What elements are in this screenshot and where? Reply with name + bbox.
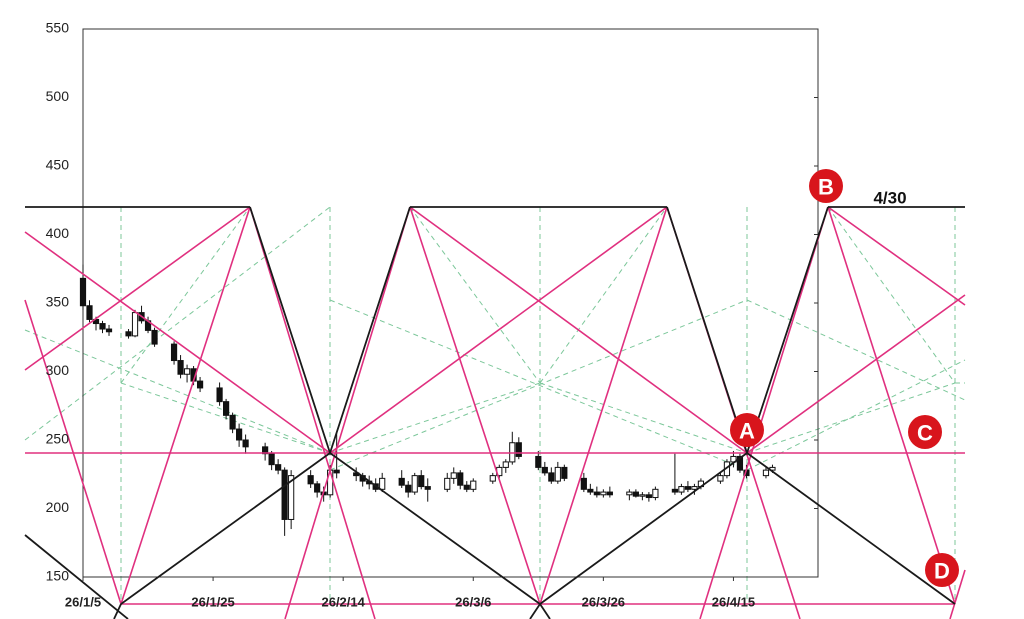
marker-badge — [809, 169, 843, 203]
candle-body — [626, 491, 633, 496]
candle-body — [229, 414, 236, 430]
y-tick-label: 450 — [46, 157, 70, 173]
candle-body — [515, 442, 522, 457]
candle-body — [424, 486, 431, 490]
candle-body — [379, 477, 386, 490]
candle-body — [561, 466, 568, 479]
candle-body — [418, 475, 425, 488]
candle-body — [125, 331, 132, 337]
candle-body — [314, 483, 321, 493]
candle-body — [281, 469, 288, 520]
candle-body — [196, 380, 204, 389]
candle-body — [268, 453, 275, 466]
candle-body — [411, 475, 418, 493]
x-tick-label: 26/2/14 — [321, 594, 365, 609]
candles — [79, 264, 776, 536]
marker-badge — [925, 553, 959, 587]
candle-body — [717, 475, 724, 482]
candle-body — [639, 494, 646, 497]
guide-lines — [24, 206, 966, 604]
candle-body — [288, 475, 295, 520]
marker-label: A — [739, 419, 755, 444]
candle-body — [736, 455, 744, 471]
candle-body — [554, 466, 561, 482]
y-tick-label: 350 — [46, 294, 70, 310]
candle-body — [489, 475, 496, 482]
candle-body — [398, 477, 405, 486]
candle-body — [275, 464, 282, 471]
candle-body — [606, 491, 613, 496]
candle-body — [632, 491, 639, 497]
overlay-lines — [24, 206, 966, 619]
candle-body — [580, 477, 587, 490]
candle-body — [548, 472, 555, 482]
y-tick-label: 550 — [46, 20, 70, 36]
candle-body — [691, 486, 698, 490]
x-tick-label: 26/4/15 — [712, 594, 755, 609]
candle-body — [600, 491, 607, 496]
candle-body — [470, 480, 477, 490]
marker-label: C — [917, 421, 933, 446]
y-tick-label: 200 — [46, 499, 70, 515]
x-tick-label: 26/3/26 — [582, 594, 625, 609]
candle-body — [99, 323, 106, 330]
marker-badge — [730, 413, 764, 447]
candle-body — [645, 494, 652, 499]
candle-body — [671, 488, 679, 493]
candle-body — [151, 329, 158, 345]
candle-body — [216, 387, 223, 403]
candle-body — [131, 312, 139, 337]
y-tick-label: 150 — [46, 568, 70, 584]
axes: 150 200 250 300 350 400 450 500 550 26/1/5 26/1/25… — [46, 20, 818, 609]
candle-body — [105, 328, 113, 333]
candle-body — [463, 484, 470, 490]
candle-body — [652, 488, 659, 499]
annotations: A B C D 4/30 — [730, 169, 959, 587]
x-tick-label: 26/3/6 — [455, 594, 491, 609]
y-tick-label: 400 — [46, 225, 70, 241]
marker-label: B — [818, 175, 834, 200]
candle-body — [587, 488, 594, 493]
candle-body — [183, 368, 191, 375]
candle-body — [541, 466, 548, 474]
candle-body — [502, 461, 509, 468]
candle-body — [333, 469, 340, 474]
candle-body — [307, 475, 314, 485]
candle-body — [405, 484, 412, 493]
y-tick-label: 500 — [46, 88, 70, 104]
marker-badge — [908, 415, 942, 449]
candle-body — [450, 472, 457, 479]
x-tick-label: 26/1/25 — [191, 594, 234, 609]
candle-body — [535, 455, 542, 468]
candle-body — [177, 360, 184, 375]
x-tick-label: 26/1/5 — [65, 594, 101, 609]
candle-body — [242, 439, 249, 448]
y-tick-label: 250 — [46, 431, 70, 447]
candle-body — [678, 486, 685, 493]
y-tick-label: 300 — [46, 362, 70, 378]
candle-body — [444, 477, 451, 490]
candle-body — [79, 277, 87, 307]
candle-body — [236, 428, 243, 441]
candle-body — [457, 472, 464, 486]
marker-label: D — [934, 559, 950, 584]
plot-frame — [82, 28, 819, 578]
candle-body — [593, 491, 600, 496]
candle-body — [222, 401, 230, 416]
candle-body — [762, 469, 770, 477]
candle-body — [170, 343, 178, 362]
candle-body — [86, 305, 93, 320]
date-annotation: 4/30 — [873, 188, 906, 207]
candle-body — [684, 486, 692, 490]
